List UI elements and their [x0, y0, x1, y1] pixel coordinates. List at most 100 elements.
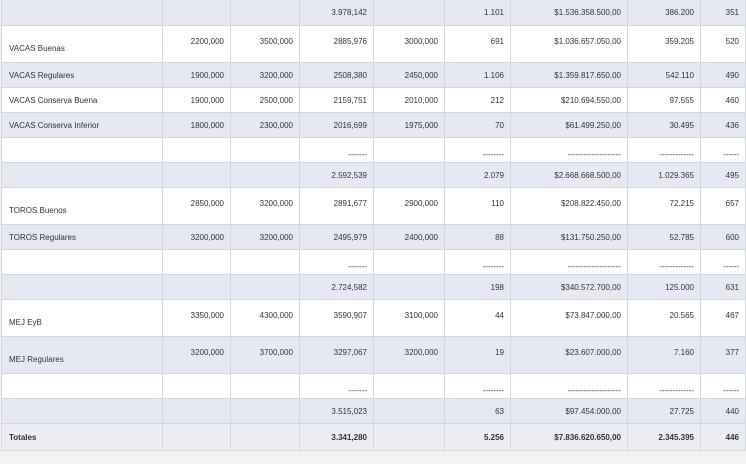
kg-cell: 30.495: [627, 112, 701, 138]
head-count-cell: --------: [444, 373, 511, 399]
avg-kg-cell: 495: [700, 162, 746, 188]
head-count-cell: 70: [444, 112, 511, 138]
price-min-cell: 3350,000: [162, 299, 231, 337]
category-cell: [1, 0, 163, 26]
avg-kg-cell: ------: [700, 249, 746, 275]
amount-cell: $210.694.550,00: [510, 87, 628, 113]
avg-kg-cell: 467: [700, 299, 746, 337]
head-count-cell: 691: [444, 25, 511, 63]
price-mode-cell: 2450,000: [373, 62, 445, 88]
kg-cell: 72.215: [627, 187, 701, 225]
table-row: VACAS Buenas 2200,000 3500,000 2885,976 3000…: [1, 25, 746, 63]
kg-cell: 52.785: [627, 224, 701, 250]
category-cell: TOROS Regulares: [1, 224, 163, 250]
totals-row: Totales 3.341,280 5.256 $7.836.620.650,00 2.…: [1, 423, 746, 451]
price-min-cell: [162, 423, 231, 451]
price-min-cell: [162, 398, 231, 424]
separator-row: ------- -------- -------------------- -----…: [1, 249, 746, 275]
amount-cell: $1.036.657.050,00: [510, 25, 628, 63]
price-min-cell: [162, 249, 231, 275]
separator-row: ------- -------- -------------------- -----…: [1, 373, 746, 399]
kg-cell: 359.205: [627, 25, 701, 63]
table-row: VACAS Conserva Inferior 1800,000 2300,000 2…: [1, 112, 746, 138]
amount-cell: --------------------: [510, 373, 628, 399]
price-min-cell: 2200,000: [162, 25, 231, 63]
avg-weight-cell: 2891,677: [299, 187, 374, 225]
category-cell: [1, 137, 163, 163]
amount-cell: $97.454.000,00: [510, 398, 628, 424]
price-mode-cell: [373, 398, 445, 424]
table-row: 2.592,539 2.079 $2.668.668.500,00 1.029.365…: [1, 162, 746, 188]
price-max-cell: 3200,000: [230, 187, 300, 225]
avg-kg-cell: ------: [700, 373, 746, 399]
price-mode-cell: [373, 274, 445, 300]
price-min-cell: [162, 162, 231, 188]
category-cell: VACAS Buenas: [1, 25, 163, 63]
table-row: 3.978,142 1.101 $1.536.358.500,00 386.200 35…: [1, 0, 746, 26]
head-count-cell: 44: [444, 299, 511, 337]
avg-kg-cell: 440: [700, 398, 746, 424]
avg-weight-cell: -------: [299, 249, 374, 275]
head-count-cell: 63: [444, 398, 511, 424]
avg-weight-cell: 3590,907: [299, 299, 374, 337]
kg-cell: 7.160: [627, 336, 701, 374]
category-cell: VACAS Conserva Inferior: [1, 112, 163, 138]
avg-weight-cell: 3.978,142: [299, 0, 374, 26]
price-min-cell: 2850,000: [162, 187, 231, 225]
amount-cell: $1.359.817.650,00: [510, 62, 628, 88]
price-max-cell: [230, 0, 300, 26]
head-count-cell: 88: [444, 224, 511, 250]
kg-cell: -------------: [627, 249, 701, 275]
table-row: 3.515,023 63 $97.454.000,00 27.725 440: [1, 398, 746, 424]
amount-cell: $2.668.668.500,00: [510, 162, 628, 188]
table-row: MEJ Regulares 3200,000 3700,000 3297,067 320…: [1, 336, 746, 374]
price-max-cell: 3200,000: [230, 224, 300, 250]
avg-kg-cell: 446: [700, 423, 746, 451]
price-max-cell: [230, 373, 300, 399]
head-count-cell: 5.256: [444, 423, 511, 451]
kg-cell: 542.110: [627, 62, 701, 88]
avg-kg-cell: 377: [700, 336, 746, 374]
avg-weight-cell: 3.341,280: [299, 423, 374, 451]
price-min-cell: [162, 0, 231, 26]
avg-kg-cell: 657: [700, 187, 746, 225]
kg-cell: 2.345.395: [627, 423, 701, 451]
avg-weight-cell: 2495,979: [299, 224, 374, 250]
head-count-cell: 198: [444, 274, 511, 300]
price-min-cell: 1800,000: [162, 112, 231, 138]
head-count-cell: 110: [444, 187, 511, 225]
avg-weight-cell: 2885,976: [299, 25, 374, 63]
avg-weight-cell: 2016,699: [299, 112, 374, 138]
livestock-auction-table: 3.978,142 1.101 $1.536.358.500,00 386.200 35…: [1, 0, 746, 451]
avg-weight-cell: -------: [299, 137, 374, 163]
price-max-cell: 4300,000: [230, 299, 300, 337]
price-mode-cell: [373, 137, 445, 163]
avg-kg-cell: 520: [700, 25, 746, 63]
price-mode-cell: 3200,000: [373, 336, 445, 374]
head-count-cell: --------: [444, 137, 511, 163]
category-cell: TOROS Buenos: [1, 187, 163, 225]
amount-cell: $61.499.250,00: [510, 112, 628, 138]
table-row: 2.724,582 198 $340.572.700,00 125.000 631: [1, 274, 746, 300]
amount-cell: $340.572.700,00: [510, 274, 628, 300]
price-min-cell: [162, 373, 231, 399]
category-cell: Totales: [1, 423, 163, 451]
price-max-cell: 3500,000: [230, 25, 300, 63]
avg-kg-cell: 436: [700, 112, 746, 138]
head-count-cell: 1.101: [444, 0, 511, 26]
table-row: TOROS Regulares 3200,000 3200,000 2495,979 2…: [1, 224, 746, 250]
avg-kg-cell: 490: [700, 62, 746, 88]
price-mode-cell: 2400,000: [373, 224, 445, 250]
head-count-cell: 212: [444, 87, 511, 113]
price-max-cell: [230, 274, 300, 300]
avg-weight-cell: -------: [299, 373, 374, 399]
table-row: MEJ EyB 3350,000 4300,000 3590,907 3100,000 4…: [1, 299, 746, 337]
avg-weight-cell: 2.724,582: [299, 274, 374, 300]
price-mode-cell: 2010,000: [373, 87, 445, 113]
price-mode-cell: 3000,000: [373, 25, 445, 63]
avg-weight-cell: 3297,067: [299, 336, 374, 374]
price-mode-cell: [373, 0, 445, 26]
separator-row: ------- -------- -------------------- -----…: [1, 137, 746, 163]
price-mode-cell: [373, 423, 445, 451]
price-mode-cell: 2900,000: [373, 187, 445, 225]
